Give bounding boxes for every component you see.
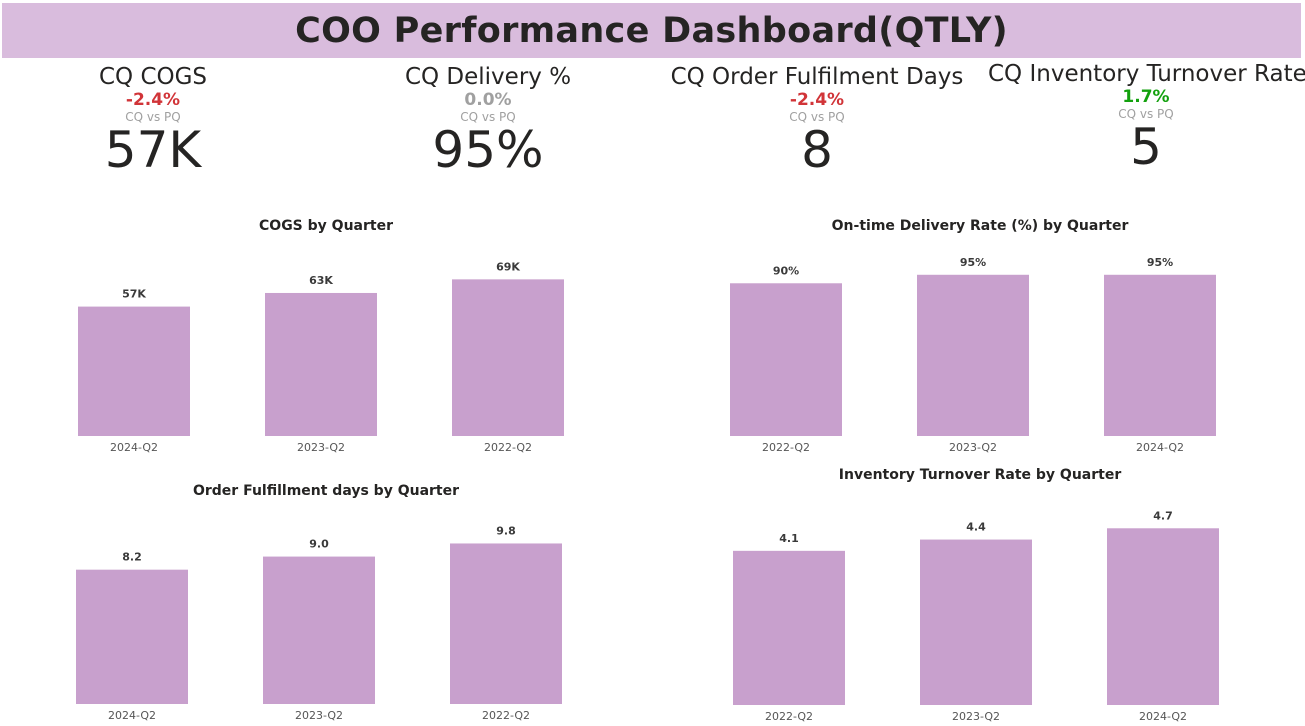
chart-plot: 57K 2024-Q2 63K 2023-Q2 69K 2022-Q2 xyxy=(78,260,564,454)
bar-2023-Q2[interactable] xyxy=(265,292,377,436)
bar-2024-Q2[interactable] xyxy=(1104,274,1216,436)
kpi-comparison-label: CQ vs PQ xyxy=(789,110,845,124)
dashboard-header: COO Performance Dashboard(QTLY) xyxy=(2,3,1301,58)
x-tick-label: 2024-Q2 xyxy=(1136,441,1184,454)
chart-delivery-rate-by-quarter[interactable]: On-time Delivery Rate (%) by Quarter 90%… xyxy=(700,218,1260,460)
x-tick-label: 2023-Q2 xyxy=(952,710,1000,723)
kpi-comparison-label: CQ vs PQ xyxy=(1118,107,1174,121)
bar-2022-Q2[interactable] xyxy=(452,279,564,436)
x-tick-label: 2023-Q2 xyxy=(949,441,997,454)
kpi-title: CQ Inventory Turnover Rate xyxy=(988,61,1305,87)
kpi-card-fulfilment-days[interactable]: CQ Order Fulfilment Days -2.4% CQ vs PQ … xyxy=(662,64,972,176)
kpi-delta: -2.4% xyxy=(789,90,845,110)
kpi-comparison-label: CQ vs PQ xyxy=(460,110,516,124)
x-tick-label: 2022-Q2 xyxy=(765,710,813,723)
data-label: 4.1 xyxy=(779,532,799,545)
bar-2023-Q2[interactable] xyxy=(263,556,375,704)
bar-2024-Q2[interactable] xyxy=(76,569,188,704)
kpi-title: CQ COGS xyxy=(98,64,208,90)
data-label: 9.0 xyxy=(309,538,329,551)
bar-2024-Q2[interactable] xyxy=(1107,528,1219,705)
chart-plot: 8.2 2024-Q2 9.0 2023-Q2 9.8 2022-Q2 xyxy=(76,524,562,722)
x-tick-label: 2022-Q2 xyxy=(762,441,810,454)
bar-2022-Q2[interactable] xyxy=(450,543,562,704)
kpi-delta: -2.4% xyxy=(125,90,181,110)
kpi-value: 5 xyxy=(1130,118,1162,176)
data-label: 4.7 xyxy=(1153,509,1173,522)
kpi-title: CQ Order Fulfilment Days xyxy=(670,64,964,90)
chart-inventory-turnover-by-quarter[interactable]: Inventory Turnover Rate by Quarter 4.1 20… xyxy=(700,467,1260,726)
x-tick-label: 2024-Q2 xyxy=(110,441,158,454)
data-label: 57K xyxy=(122,288,146,301)
kpi-value: 57K xyxy=(104,121,202,179)
x-tick-label: 2022-Q2 xyxy=(482,709,530,722)
kpi-comparison-label: CQ vs PQ xyxy=(125,110,181,124)
kpi-card-inventory-turnover[interactable]: CQ Inventory Turnover Rate 1.7% CQ vs PQ… xyxy=(988,61,1305,176)
chart-title: COGS by Quarter xyxy=(259,218,393,234)
chart-fulfillment-days-by-quarter[interactable]: Order Fulfillment days by Quarter 8.2 202… xyxy=(46,483,606,726)
kpi-value: 8 xyxy=(801,121,833,179)
x-tick-label: 2023-Q2 xyxy=(295,709,343,722)
x-tick-label: 2022-Q2 xyxy=(484,441,532,454)
x-tick-label: 2023-Q2 xyxy=(297,441,345,454)
data-label: 9.8 xyxy=(496,524,516,537)
bar-2024-Q2[interactable] xyxy=(78,306,190,436)
kpi-card-delivery[interactable]: CQ Delivery % 0.0% CQ vs PQ 95% xyxy=(378,64,598,176)
data-label: 63K xyxy=(309,274,333,287)
chart-cogs-by-quarter[interactable]: COGS by Quarter 57K 2024-Q2 63K 2023-Q2 69K 2… xyxy=(46,218,606,460)
x-tick-label: 2024-Q2 xyxy=(1139,710,1187,723)
bar-2023-Q2[interactable] xyxy=(920,539,1032,705)
kpi-value: 95% xyxy=(432,121,544,179)
kpi-title: CQ Delivery % xyxy=(404,64,572,90)
data-label: 4.4 xyxy=(966,521,986,534)
chart-title: On-time Delivery Rate (%) by Quarter xyxy=(831,218,1129,234)
data-label: 90% xyxy=(773,264,799,277)
kpi-delta: 1.7% xyxy=(1122,87,1170,107)
data-label: 69K xyxy=(496,260,520,273)
data-label: 95% xyxy=(1147,256,1173,269)
chart-title: Inventory Turnover Rate by Quarter xyxy=(838,467,1122,483)
data-label: 8.2 xyxy=(122,551,142,564)
bar-2022-Q2[interactable] xyxy=(730,283,842,436)
chart-title: Order Fulfillment days by Quarter xyxy=(192,483,460,499)
data-label: 95% xyxy=(960,256,986,269)
bar-2023-Q2[interactable] xyxy=(917,274,1029,436)
x-tick-label: 2024-Q2 xyxy=(108,709,156,722)
kpi-delta: 0.0% xyxy=(464,90,512,110)
chart-plot: 4.1 2022-Q2 4.4 2023-Q2 4.7 2024-Q2 xyxy=(733,509,1219,723)
kpi-card-cogs[interactable]: CQ COGS -2.4% CQ vs PQ 57K xyxy=(53,64,253,176)
dashboard-title: COO Performance Dashboard(QTLY) xyxy=(295,10,1008,51)
chart-plot: 90% 2022-Q2 95% 2023-Q2 95% 2024-Q2 xyxy=(730,256,1216,454)
bar-2022-Q2[interactable] xyxy=(733,550,845,705)
